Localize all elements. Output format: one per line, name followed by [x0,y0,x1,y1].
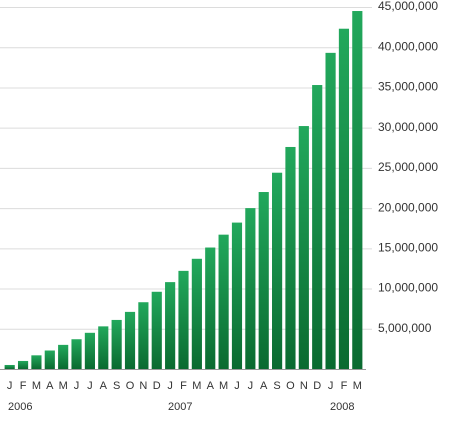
x-tick-label: J [87,380,93,392]
x-tick-label: J [74,380,80,392]
x-tick-label: A [100,380,108,392]
bar [17,360,29,369]
x-tick-label: J [7,380,13,392]
x-tick-label: A [207,380,215,392]
bar [165,282,176,369]
bar [151,291,162,369]
bar [352,11,363,370]
x-tick-label: A [260,380,268,392]
x-tick-label: D [153,380,161,392]
y-tick-label: 35,000,000 [378,80,438,94]
bar [111,319,122,369]
bar [178,270,189,369]
bar [71,339,82,369]
bar [44,350,55,369]
year-label: 2008 [330,401,354,413]
y-tick-label: 45,000,000 [378,0,438,13]
x-tick-label: J [328,380,334,392]
bar [272,172,283,369]
bar [338,28,350,369]
bar [58,344,69,369]
x-tick-label: O [286,380,295,392]
x-tick-label: S [113,380,120,392]
x-tick-label: S [273,380,280,392]
y-tick-label: 25,000,000 [378,160,438,174]
bar [205,247,216,369]
bar [4,364,15,369]
y-tick-label: 15,000,000 [378,241,438,255]
y-tick-label: 20,000,000 [378,200,438,214]
bar [98,326,109,369]
bar [218,234,229,369]
x-tick-label: M [192,380,201,392]
bar [31,355,42,369]
y-tick-label: 10,000,000 [378,281,438,295]
bar [312,85,323,369]
x-tick-label: J [167,380,173,392]
bar [84,332,95,369]
year-label: 2007 [168,401,192,413]
year-label: 2006 [8,401,32,413]
x-tick-label: F [180,380,187,392]
bar [298,126,309,370]
x-tick-label: N [139,380,147,392]
x-tick-label: J [248,380,254,392]
x-tick-label: F [341,380,348,392]
x-tick-label: M [59,380,68,392]
y-tick-label: 5,000,000 [378,321,432,335]
bar [325,52,336,369]
x-tick-label: N [300,380,308,392]
x-tick-label: M [32,380,41,392]
x-tick-label: O [126,380,135,392]
bar [258,192,269,369]
y-tick-label: 30,000,000 [378,120,438,134]
bar [138,302,149,369]
x-tick-label: F [20,380,27,392]
bar [231,222,243,369]
x-tick-label: D [313,380,321,392]
bar [285,146,296,369]
bar [191,258,202,369]
x-tick-label: M [219,380,228,392]
y-tick-label: 40,000,000 [378,39,438,53]
x-tick-label: J [234,380,240,392]
x-tick-label: M [353,380,362,392]
x-tick-label: A [46,380,54,392]
bar [124,311,136,369]
bar [245,208,256,369]
